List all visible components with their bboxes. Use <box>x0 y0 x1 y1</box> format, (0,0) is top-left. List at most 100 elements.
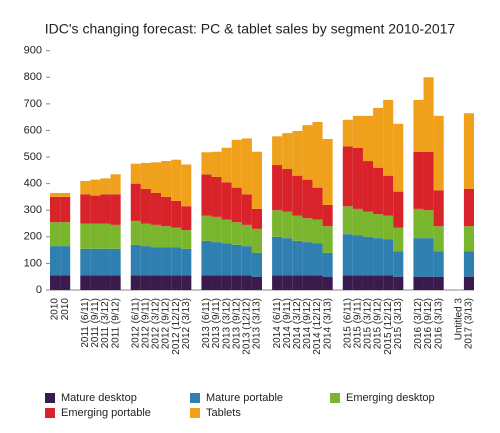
bar-segment <box>282 133 293 170</box>
bar-segment <box>140 275 151 290</box>
x-tick-label: 2014 (3/13) <box>322 298 333 349</box>
x-tick-label: 2014 (6/11) <box>272 298 283 348</box>
bar-segment <box>342 234 353 276</box>
bar-segment <box>312 187 323 220</box>
bar-segment <box>50 196 61 223</box>
bar-segment <box>231 244 242 276</box>
bar-segment <box>161 196 172 227</box>
bar-segment <box>60 246 71 276</box>
bar-segment <box>423 210 434 239</box>
bar-segment <box>221 243 232 276</box>
bar-segment <box>231 187 242 223</box>
bar-segment <box>211 151 222 177</box>
x-tick-label: 2016 (3/13) <box>433 298 444 349</box>
bar-segment <box>352 235 363 276</box>
x-tick-label: 2015 (3/12) <box>363 298 374 349</box>
bar-segment <box>241 194 252 225</box>
bar-segment <box>90 275 101 290</box>
bar-segment <box>362 161 374 212</box>
x-tick-label: 2011 (6/11) <box>80 298 91 348</box>
bar-segment <box>60 275 71 290</box>
bar-segment <box>413 238 424 277</box>
x-tick-label: 2012 (9/11) <box>141 298 152 348</box>
x-tick-label: 2014 (9/12) <box>302 298 313 349</box>
bar-segment <box>251 208 262 229</box>
y-tick-label: 0 <box>36 284 42 296</box>
bar-segment <box>312 219 323 244</box>
y-tick-label: 600 <box>24 124 42 136</box>
x-tick-label: 2012 (6/11) <box>130 298 141 348</box>
bar-segment <box>221 275 232 290</box>
bar-segment <box>90 248 101 276</box>
bar-segment <box>171 200 182 228</box>
bar-segment <box>241 224 252 247</box>
bar-segment <box>110 174 121 195</box>
x-tick-label: 2013 (6/11) <box>201 298 212 348</box>
bar-segment <box>181 248 192 276</box>
x-tick-label: 2011 (9/11) <box>90 298 101 348</box>
bar-segment <box>342 146 353 207</box>
bar-segment <box>110 248 121 276</box>
bar-segment <box>322 138 333 205</box>
bar-segment <box>100 178 111 195</box>
bar-segment <box>171 227 182 248</box>
bar-segment <box>110 275 121 290</box>
x-tick-label: 2015 (9/11) <box>353 298 364 348</box>
bar-segment <box>383 215 394 240</box>
bar-segment <box>211 216 222 243</box>
bar-segment <box>231 275 242 290</box>
bar-segment <box>302 218 313 243</box>
bar-segment <box>221 182 232 220</box>
bar-segment <box>60 196 71 223</box>
bar-segment <box>312 121 323 188</box>
y-tick-label: 100 <box>24 257 42 269</box>
bar-segment <box>272 136 283 166</box>
bar-segment <box>423 77 434 152</box>
bar-segment <box>181 275 192 290</box>
legend-label: Emerging portable <box>61 407 151 419</box>
bar-segment <box>130 275 141 290</box>
bar-segment <box>433 251 444 277</box>
bar-segment <box>383 175 394 216</box>
x-tick-label: 2010 <box>50 298 61 321</box>
bar-segment <box>231 222 242 245</box>
x-tick-label: 2013 (12/12) <box>241 298 252 355</box>
bar-segment <box>282 169 293 212</box>
bar-segment <box>272 210 283 237</box>
bar-segment <box>272 236 283 276</box>
bar-segment <box>130 183 141 221</box>
bar-segment <box>322 276 333 290</box>
x-tick-label: 2015 (6/11) <box>342 298 353 348</box>
legend-label: Mature portable <box>206 392 283 404</box>
bar-segment <box>140 246 151 276</box>
bar-segment <box>100 275 111 290</box>
bar-segment <box>393 123 404 192</box>
bar-segment <box>463 276 474 290</box>
bar-segment <box>150 224 162 248</box>
y-tick-label: 300 <box>24 204 42 216</box>
x-tick-label: 2013 (9/11) <box>211 298 222 348</box>
bar-segment <box>373 238 384 276</box>
x-tick-label: 2013 (9/12) <box>231 298 242 349</box>
bar-segment <box>201 240 212 276</box>
bar-segment <box>413 208 424 239</box>
bar-segment <box>393 276 404 290</box>
bar-segment <box>362 236 374 276</box>
bar-segment <box>383 99 394 176</box>
legend-label: Mature desktop <box>61 392 137 404</box>
bar-segment <box>251 151 262 209</box>
bar-segment <box>241 246 252 276</box>
bar-segment <box>352 115 363 148</box>
legend-swatch <box>45 393 55 403</box>
bar-segment <box>130 163 141 184</box>
bar-segment <box>130 244 141 276</box>
bar-segment <box>100 223 111 249</box>
bar-segment <box>413 151 424 209</box>
bar-segment <box>80 248 91 276</box>
bar-segment <box>90 223 101 249</box>
bar-segment <box>130 220 141 245</box>
bar-segment <box>292 240 303 276</box>
bar-segment <box>373 107 384 168</box>
bar-segment <box>201 215 212 241</box>
bar-segment <box>383 275 394 290</box>
